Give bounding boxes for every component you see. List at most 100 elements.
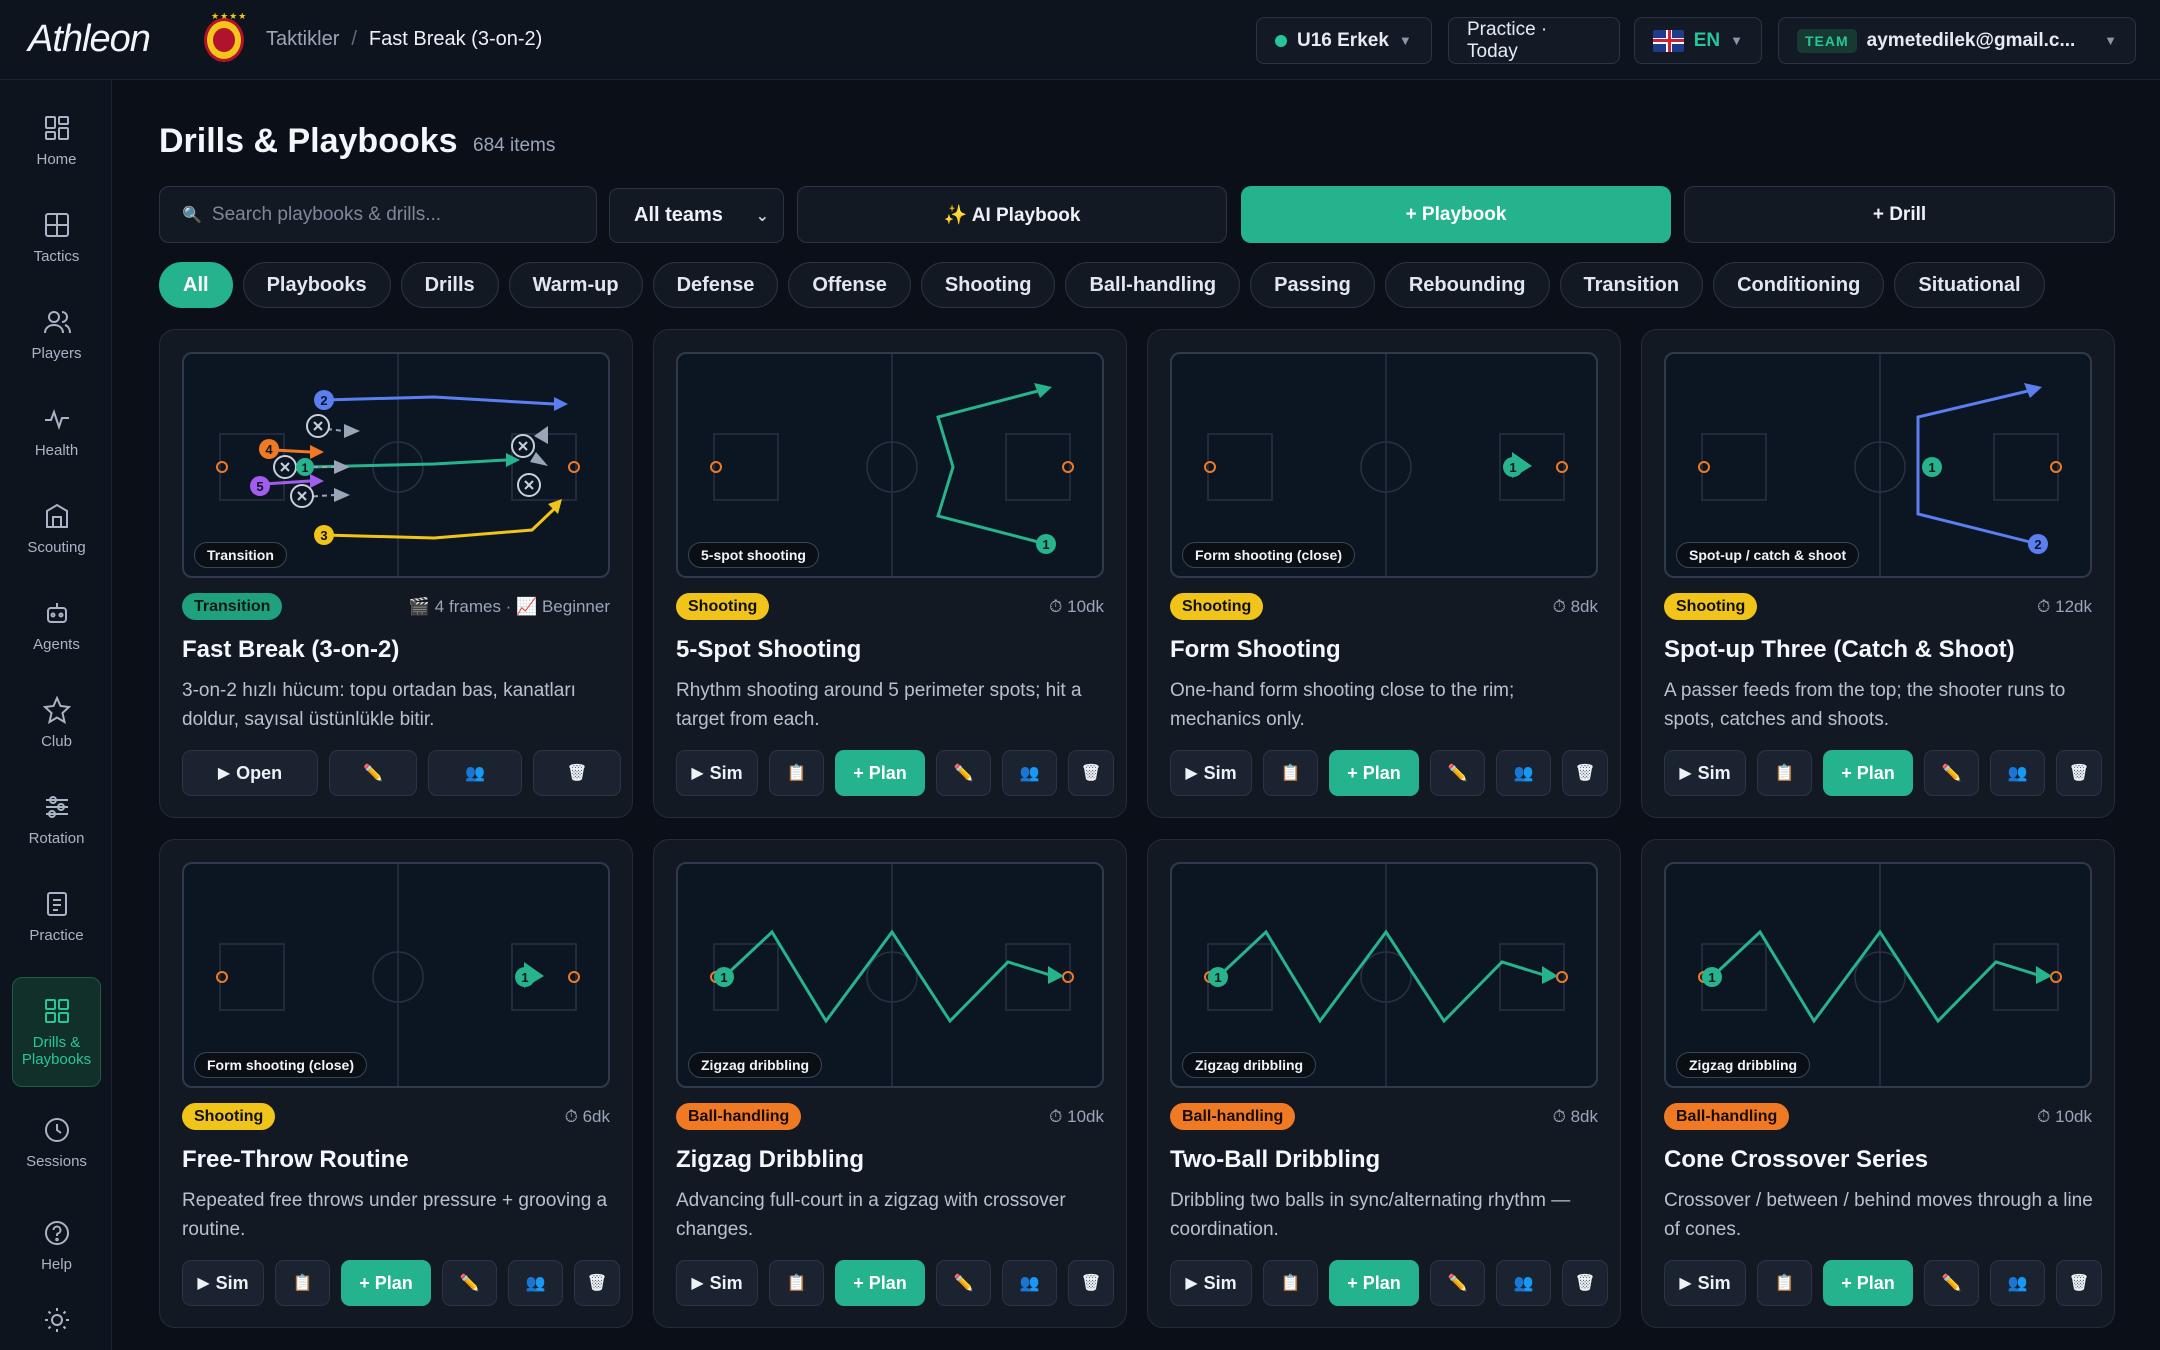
- edit-button[interactable]: ✏️: [1924, 1260, 1979, 1306]
- chip-shooting[interactable]: Shooting: [920, 262, 1056, 308]
- card-title[interactable]: Spot-up Three (Catch & Shoot): [1664, 636, 2015, 663]
- add-plan-button[interactable]: + Plan: [1823, 750, 1913, 796]
- delete-button[interactable]: 🗑: [574, 1260, 620, 1306]
- delete-button[interactable]: 🗑: [533, 750, 621, 796]
- sidebar-item-players[interactable]: Players: [12, 294, 101, 374]
- ai-playbook-button[interactable]: ✨ AI Playbook: [797, 186, 1227, 243]
- chip-conditioning[interactable]: Conditioning: [1713, 262, 1885, 308]
- assign-button[interactable]: 👥: [508, 1260, 563, 1306]
- add-playbook-button[interactable]: + Playbook: [1241, 186, 1671, 243]
- sidebar-item-tactics[interactable]: Tactics: [12, 197, 101, 277]
- search-input[interactable]: [211, 203, 592, 226]
- add-plan-button[interactable]: + Plan: [1329, 750, 1419, 796]
- clipboard-button[interactable]: 📋: [1263, 750, 1318, 796]
- chip-rebounding[interactable]: Rebounding: [1384, 262, 1550, 308]
- drill-card[interactable]: 1 Form shooting (close) Shooting ⏱ 8dk F…: [1147, 329, 1621, 818]
- chip-situational[interactable]: Situational: [1894, 262, 2045, 308]
- add-plan-button[interactable]: + Plan: [1823, 1260, 1913, 1306]
- sidebar-item-scouting[interactable]: Scouting: [12, 488, 101, 568]
- practice-button[interactable]: Practice · Today: [1448, 17, 1620, 64]
- assign-button[interactable]: 👥: [1496, 1260, 1551, 1306]
- drill-card[interactable]: 1 Form shooting (close) Shooting ⏱ 6dk F…: [159, 839, 633, 1328]
- edit-button[interactable]: ✏️: [1430, 1260, 1485, 1306]
- delete-button[interactable]: 🗑: [2056, 1260, 2102, 1306]
- chip-defense[interactable]: Defense: [652, 262, 779, 308]
- drill-card[interactable]: 1 Zigzag dribbling Ball-handling ⏱ 8dk T…: [1147, 839, 1621, 1328]
- card-title[interactable]: Fast Break (3-on-2): [182, 636, 400, 663]
- sidebar-item-theme[interactable]: [12, 1295, 101, 1345]
- assign-button[interactable]: 👥: [1496, 750, 1551, 796]
- sim-button[interactable]: ▶ Sim: [1664, 750, 1746, 796]
- clipboard-button[interactable]: 📋: [275, 1260, 330, 1306]
- sidebar-item-home[interactable]: Home: [12, 100, 101, 180]
- chip-passing[interactable]: Passing: [1250, 262, 1375, 308]
- add-drill-button[interactable]: + Drill: [1684, 186, 2115, 243]
- card-title[interactable]: Zigzag Dribbling: [676, 1146, 864, 1173]
- clipboard-button[interactable]: 📋: [1757, 750, 1812, 796]
- card-title[interactable]: Free-Throw Routine: [182, 1146, 409, 1173]
- add-plan-button[interactable]: + Plan: [835, 1260, 925, 1306]
- clipboard-button[interactable]: 📋: [1263, 1260, 1318, 1306]
- delete-button[interactable]: 🗑: [1562, 1260, 1608, 1306]
- clipboard-button[interactable]: 📋: [769, 750, 824, 796]
- account-menu[interactable]: TEAM aymetedilek@gmail.c... ▼: [1778, 17, 2136, 64]
- sim-button[interactable]: ▶ Sim: [1664, 1260, 1746, 1306]
- assign-button[interactable]: 👥: [1990, 750, 2045, 796]
- drill-card[interactable]: 1 2 Spot-up / catch & shoot Shooting ⏱ 1…: [1641, 329, 2115, 818]
- card-title[interactable]: 5-Spot Shooting: [676, 636, 862, 663]
- sidebar-item-help[interactable]: Help: [12, 1205, 101, 1285]
- edit-button[interactable]: ✏️: [329, 750, 417, 796]
- chip-ball-handling[interactable]: Ball-handling: [1065, 262, 1241, 308]
- edit-button[interactable]: ✏️: [1430, 750, 1485, 796]
- sidebar-item-rotation[interactable]: Rotation: [12, 779, 101, 859]
- open-button[interactable]: ▶ Open: [182, 750, 318, 796]
- chip-all[interactable]: All: [159, 262, 233, 308]
- sim-button[interactable]: ▶ Sim: [1170, 1260, 1252, 1306]
- add-plan-button[interactable]: + Plan: [1329, 1260, 1419, 1306]
- team-select[interactable]: U16 Erkek ▼: [1256, 17, 1432, 64]
- app-logo[interactable]: Athleon: [28, 18, 151, 60]
- assign-button[interactable]: 👥: [428, 750, 522, 796]
- drill-card[interactable]: 1 Zigzag dribbling Ball-handling ⏱ 10dk …: [1641, 839, 2115, 1328]
- assign-button[interactable]: 👥: [1990, 1260, 2045, 1306]
- delete-button[interactable]: 🗑: [2056, 750, 2102, 796]
- edit-button[interactable]: ✏️: [936, 750, 991, 796]
- sim-button[interactable]: ▶ Sim: [676, 1260, 758, 1306]
- delete-button[interactable]: 🗑: [1562, 750, 1608, 796]
- drill-card[interactable]: 2 4 5 3 1 Transition Transition 🎬 4 fram…: [159, 329, 633, 818]
- clipboard-button[interactable]: 📋: [1757, 1260, 1812, 1306]
- club-badge-icon[interactable]: ★★★★: [204, 11, 246, 62]
- chip-drills[interactable]: Drills: [400, 262, 499, 308]
- language-select[interactable]: EN ▼: [1634, 17, 1762, 64]
- assign-button[interactable]: 👥: [1002, 750, 1057, 796]
- chip-transition[interactable]: Transition: [1559, 262, 1704, 308]
- chip-playbooks[interactable]: Playbooks: [242, 262, 391, 308]
- drill-card[interactable]: 1 5-spot shooting Shooting ⏱ 10dk 5-Spot…: [653, 329, 1127, 818]
- sidebar-item-drills-playbooks[interactable]: Drills & Playbooks: [12, 977, 101, 1087]
- team-filter-select[interactable]: All teams ⌄: [609, 188, 784, 243]
- clipboard-button[interactable]: 📋: [769, 1260, 824, 1306]
- breadcrumb-parent[interactable]: Taktikler: [266, 28, 340, 50]
- edit-button[interactable]: ✏️: [936, 1260, 991, 1306]
- edit-button[interactable]: ✏️: [1924, 750, 1979, 796]
- sim-button[interactable]: ▶ Sim: [676, 750, 758, 796]
- add-plan-button[interactable]: + Plan: [835, 750, 925, 796]
- sidebar-item-agents[interactable]: Agents: [12, 585, 101, 665]
- card-title[interactable]: Two-Ball Dribbling: [1170, 1146, 1381, 1173]
- chip-warm-up[interactable]: Warm-up: [508, 262, 643, 308]
- delete-button[interactable]: 🗑: [1068, 750, 1114, 796]
- delete-button[interactable]: 🗑: [1068, 1260, 1114, 1306]
- edit-button[interactable]: ✏️: [442, 1260, 497, 1306]
- sidebar-item-health[interactable]: Health: [12, 391, 101, 471]
- drill-card[interactable]: 1 Zigzag dribbling Ball-handling ⏱ 10dk …: [653, 839, 1127, 1328]
- sim-button[interactable]: ▶ Sim: [1170, 750, 1252, 796]
- sidebar-item-club[interactable]: Club: [12, 682, 101, 762]
- card-title[interactable]: Cone Crossover Series: [1664, 1146, 1929, 1173]
- sim-button[interactable]: ▶ Sim: [182, 1260, 264, 1306]
- add-plan-button[interactable]: + Plan: [341, 1260, 431, 1306]
- assign-button[interactable]: 👥: [1002, 1260, 1057, 1306]
- sidebar-item-practice[interactable]: Practice: [12, 876, 101, 956]
- sidebar-item-sessions[interactable]: Sessions: [12, 1102, 101, 1182]
- search-box[interactable]: 🔍: [159, 186, 597, 243]
- chip-offense[interactable]: Offense: [788, 262, 911, 308]
